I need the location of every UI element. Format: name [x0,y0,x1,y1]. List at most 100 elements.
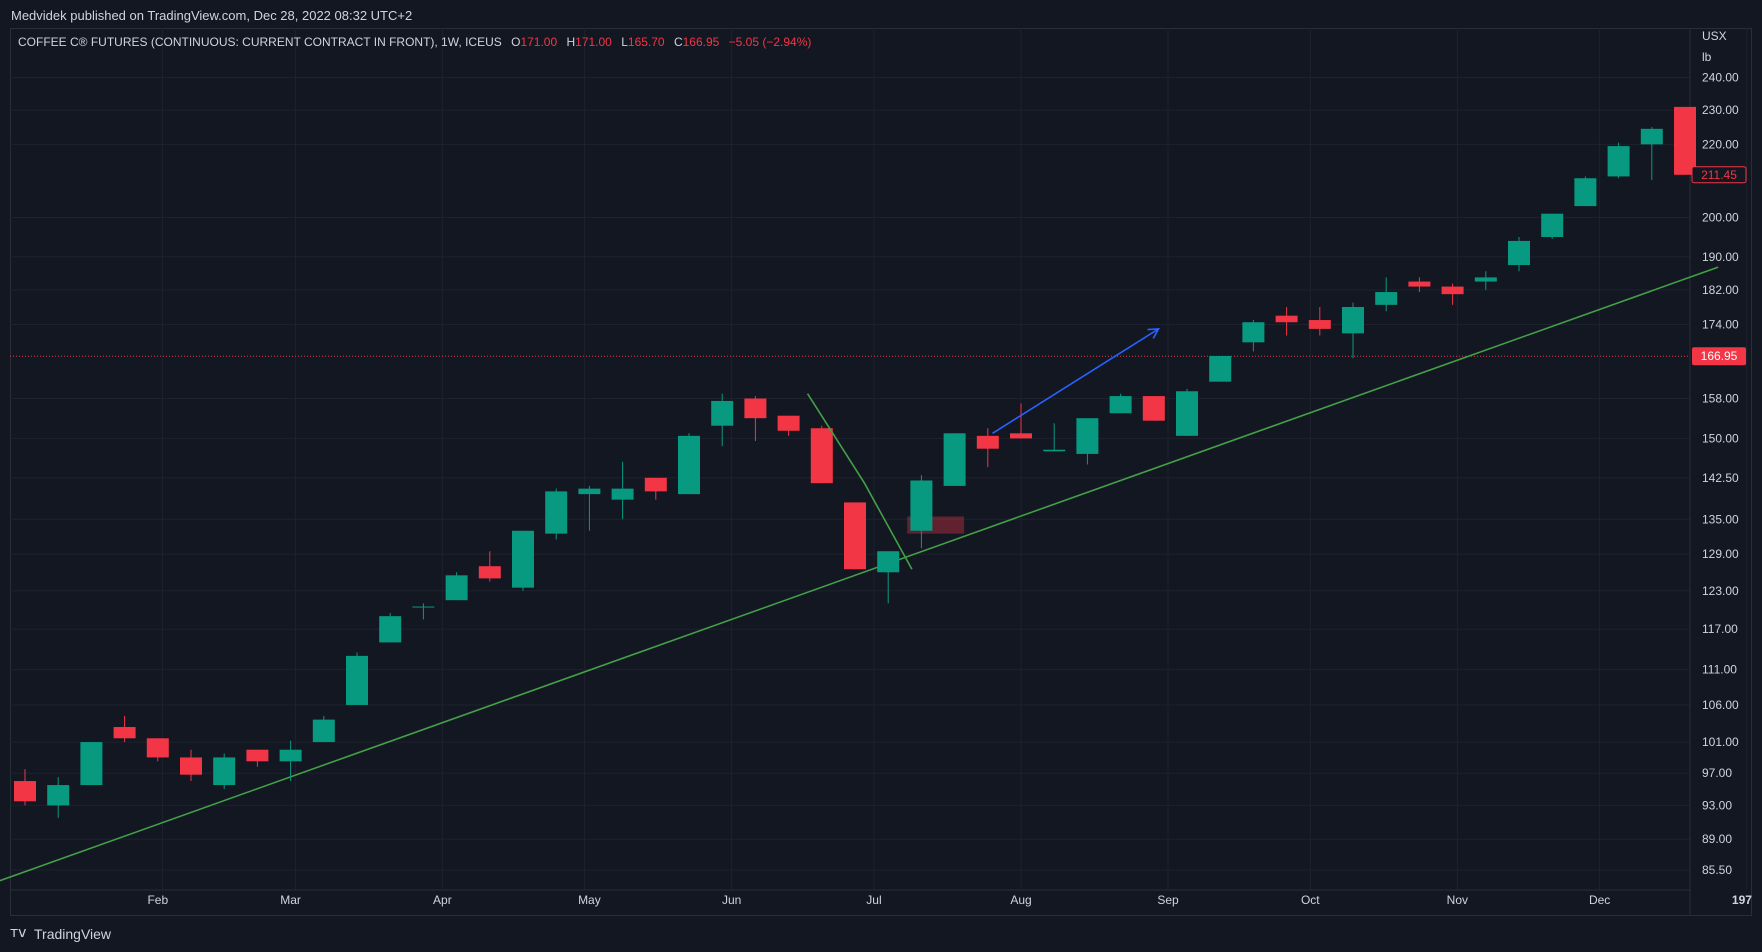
candle-body[interactable] [47,785,70,806]
candle-body[interactable] [545,491,568,534]
candle-body[interactable] [213,757,236,786]
y-tick-label: 85.50 [1702,863,1732,877]
tradingview-logo-icon[interactable]: ᴛᴠ [10,925,27,941]
candle-body[interactable] [445,575,468,601]
candle-body[interactable] [1076,418,1099,454]
current-price-label: 166.95 [1701,349,1738,363]
low-value: 165.70 [627,35,665,49]
candle-body[interactable] [711,400,734,426]
trendline[interactable] [0,266,1719,883]
current-price-badge [1692,347,1746,366]
candle-body[interactable] [611,488,634,500]
x-tick-label: Dec [1589,893,1610,907]
candle-body[interactable] [810,428,833,484]
y-tick-label: 111.00 [1702,663,1737,677]
high-value: 171.00 [575,35,612,49]
footer: ᴛᴠ TradingView [0,916,1762,952]
x-tick-label: 197 [1732,893,1752,907]
candle-body[interactable] [1275,315,1298,323]
arrow-head[interactable] [1147,327,1160,339]
candle-body[interactable] [578,488,601,495]
candle-body[interactable] [512,530,534,588]
candle-body[interactable] [644,477,667,492]
chart-frame [10,28,1752,916]
close-value: 166.95 [682,35,720,49]
candle-body[interactable] [1640,128,1663,145]
y-tick-label: 200.00 [1702,211,1739,225]
x-tick-label: Apr [433,893,452,907]
x-tick-label: Oct [1301,893,1320,907]
candle-body[interactable] [1607,146,1630,177]
polyline-drawing[interactable] [806,393,913,570]
candle-body[interactable] [1209,355,1232,382]
y-tick-label: 97.00 [1702,766,1732,780]
candle-body[interactable] [478,566,501,579]
candle-body[interactable] [1142,396,1165,421]
x-tick-label: Aug [1010,893,1031,907]
candle-body[interactable] [14,781,36,802]
candle-body[interactable] [180,757,202,775]
candle-body[interactable] [943,433,966,486]
x-tick-label: Mar [280,893,301,907]
symbol-name: COFFEE C® FUTURES (CONTINUOUS: CURRENT C… [18,35,502,49]
candle-body[interactable] [1508,240,1530,266]
x-tick-label: Jul [866,893,881,907]
candle-body[interactable] [1541,213,1564,237]
candle-body[interactable] [877,551,900,573]
candle-body[interactable] [1109,396,1132,414]
y-tick-label: 101.00 [1702,735,1739,749]
y-tick-label: 117.00 [1702,622,1738,636]
candle-body[interactable] [1010,433,1032,439]
y-tick-label: 106.00 [1702,698,1739,712]
axis-unit-label: lb [1702,50,1712,64]
x-tick-label: May [578,893,601,907]
y-tick-label: 182.00 [1702,283,1739,297]
candle-body[interactable] [379,616,402,643]
last-close-label: 211.45 [1701,168,1737,182]
candle-body[interactable] [744,398,767,419]
symbol-legend: COFFEE C® FUTURES (CONTINUOUS: CURRENT C… [18,35,811,49]
candle-body[interactable] [279,749,302,762]
axis-unit-label: USX [1702,29,1727,43]
y-tick-label: 89.00 [1702,832,1732,846]
arrow-line[interactable] [992,328,1159,434]
candle-body[interactable] [844,502,866,570]
candle-body[interactable] [312,719,335,743]
footer-brand[interactable]: TradingView [34,926,112,942]
candle-body[interactable] [412,606,435,608]
low-label: L [621,35,628,49]
candle-body[interactable] [346,655,368,705]
candle-body[interactable] [113,727,136,739]
candle-body[interactable] [1441,286,1464,295]
close-label: C [673,35,683,49]
x-tick-label: Jun [722,893,741,907]
candle-body[interactable] [976,435,999,449]
candle-body[interactable] [146,738,169,758]
candle-body[interactable] [1674,106,1696,175]
candle-body[interactable] [1408,281,1431,287]
publisher-bar: Medvidek published on TradingView.com, D… [0,0,1762,28]
candle-body[interactable] [1308,320,1331,329]
candle-body[interactable] [1176,391,1198,436]
candle-body[interactable] [80,742,103,786]
candle-body[interactable] [1242,322,1265,343]
y-tick-label: 123.00 [1702,584,1739,598]
x-tick-label: Feb [147,893,168,907]
last-close-badge [1691,166,1747,184]
candle-body[interactable] [1574,178,1597,207]
x-tick-label: Sep [1157,893,1179,907]
candle-body[interactable] [1474,277,1497,282]
candle-body[interactable] [678,435,700,495]
publisher-text: Medvidek published on TradingView.com, D… [11,8,413,23]
candle-body[interactable] [777,415,800,431]
candle-body[interactable] [1043,449,1066,452]
y-tick-label: 230.00 [1702,103,1739,117]
candle-body[interactable] [910,480,933,531]
x-tick-label: Nov [1447,893,1468,907]
candle-body[interactable] [246,749,269,762]
candle-body[interactable] [1342,307,1364,334]
y-tick-label: 135.00 [1702,512,1739,526]
change-value: −5.05 (−2.94%) [728,35,812,49]
candle-body[interactable] [1375,292,1398,305]
